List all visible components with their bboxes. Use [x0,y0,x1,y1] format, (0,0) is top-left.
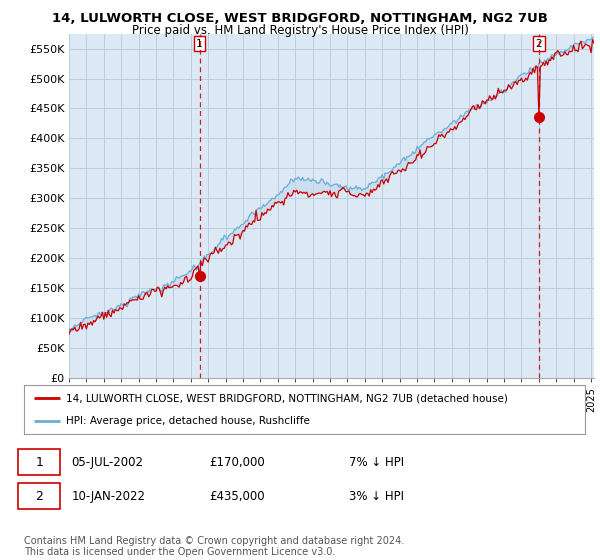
Text: £170,000: £170,000 [209,456,265,469]
Text: £435,000: £435,000 [209,489,265,503]
Text: 14, LULWORTH CLOSE, WEST BRIDGFORD, NOTTINGHAM, NG2 7UB: 14, LULWORTH CLOSE, WEST BRIDGFORD, NOTT… [52,12,548,25]
Text: 14, LULWORTH CLOSE, WEST BRIDGFORD, NOTTINGHAM, NG2 7UB (detached house): 14, LULWORTH CLOSE, WEST BRIDGFORD, NOTT… [66,394,508,404]
Text: 2: 2 [536,39,542,49]
Text: HPI: Average price, detached house, Rushcliffe: HPI: Average price, detached house, Rush… [66,416,310,426]
FancyBboxPatch shape [19,449,61,475]
Text: Contains HM Land Registry data © Crown copyright and database right 2024.
This d: Contains HM Land Registry data © Crown c… [24,535,404,557]
Text: 05-JUL-2002: 05-JUL-2002 [71,456,143,469]
Text: 1: 1 [196,39,203,49]
Text: Price paid vs. HM Land Registry's House Price Index (HPI): Price paid vs. HM Land Registry's House … [131,24,469,36]
Text: 10-JAN-2022: 10-JAN-2022 [71,489,146,503]
Text: 7% ↓ HPI: 7% ↓ HPI [349,456,404,469]
FancyBboxPatch shape [19,483,61,509]
Text: 3% ↓ HPI: 3% ↓ HPI [349,489,404,503]
Text: 2: 2 [35,489,43,503]
Text: 1: 1 [35,456,43,469]
